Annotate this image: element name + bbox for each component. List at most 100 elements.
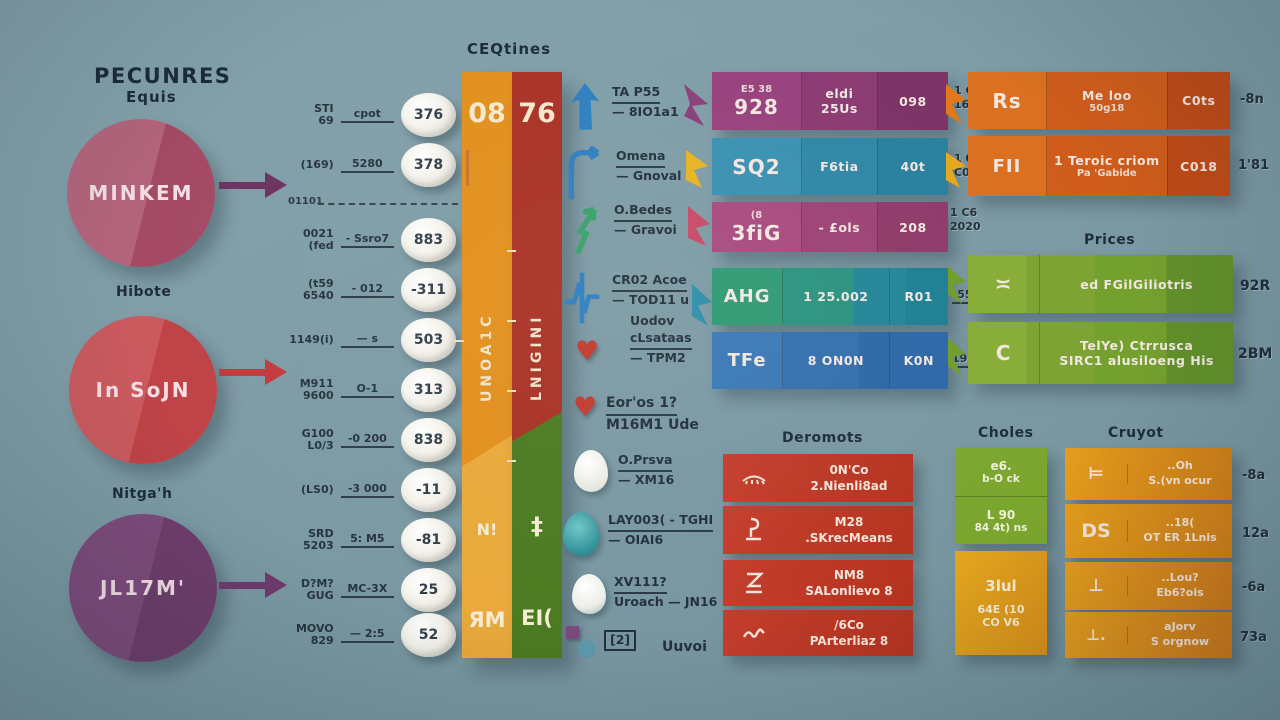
- circle-caption-2: Nitga'h: [112, 486, 173, 502]
- orange-row-1: Rs Me loo 50g18 C0ts: [968, 72, 1230, 129]
- ribbon-arrow-icon: [690, 282, 716, 332]
- row-note: -6a: [1242, 580, 1266, 595]
- pill-note: 5280: [340, 157, 394, 173]
- pill-row: (t59 6540 - 012 -311: [284, 267, 456, 313]
- ribbon-arrow-icon: [686, 202, 714, 254]
- bar-left-value: 08: [468, 98, 506, 129]
- dot-icon: [578, 640, 596, 658]
- pill-row: MOVO 829 — 2:5 52: [284, 612, 456, 658]
- segment-row-5: TFe 8 ON0N K0N: [712, 332, 948, 389]
- pill-row: (169) 5280 378: [284, 142, 456, 188]
- pill-row: M911 9600 O-1 313: [284, 367, 456, 413]
- pill-value: 376: [401, 93, 456, 137]
- deromots-title: Deromots: [782, 430, 863, 446]
- hook-icon: [723, 517, 785, 543]
- pill-label: 1149(i): [289, 332, 334, 346]
- pill-note: — s: [340, 332, 394, 348]
- flow-label-3: O.Bedes — Gravoi: [614, 202, 677, 237]
- pill-note: 5: M5: [340, 532, 394, 548]
- cruyot-row-2: DS ..18(OT ER 1Lnis: [1065, 504, 1232, 558]
- red-row-2: M28 .SKrecMeans: [723, 506, 913, 554]
- pie-circle-2-label: In SoJN: [95, 378, 191, 402]
- row-note: 73a: [1240, 630, 1267, 645]
- flow-label-8: LAY003( - TGHI — OIAI6: [608, 512, 714, 547]
- segment-row-4: AHG 1 25.002 R01: [712, 268, 948, 325]
- flow-label-6: Eor'os 1? M16M1 Ude: [606, 395, 699, 433]
- ds-glyph-icon: DS: [1065, 520, 1128, 542]
- pill-value: -11: [401, 468, 456, 512]
- pie-circle-3-label: JL17M': [99, 576, 187, 600]
- row-note: 1'81: [1238, 158, 1270, 173]
- pill-row: (LS0) -3 000 -11: [284, 467, 456, 513]
- egg-half-icon: [572, 574, 606, 614]
- pill-note: — 2:5: [340, 627, 394, 643]
- arrow-right-icon: [219, 359, 287, 385]
- pie-circle-1-label: MINKEM: [88, 181, 194, 205]
- ribbon-arrow-icon: [684, 148, 712, 194]
- orange-row-2: FII 1 Teroic criom Pa 'Gabide C018: [968, 136, 1230, 196]
- bars-title: CEQtines: [467, 40, 552, 58]
- segment-row-2: SQ2 F6tia 40t: [712, 138, 948, 195]
- perp-glyph-icon: ⊥: [1065, 576, 1128, 596]
- row-note: 2BM: [1238, 346, 1273, 362]
- pill-value: 838: [401, 418, 456, 462]
- pill-row: 1149(i) — s 503: [284, 317, 456, 363]
- pill-note: - Ssro7: [340, 232, 394, 248]
- heart-icon: ♥: [573, 392, 598, 423]
- pill-label: STI 69: [314, 101, 334, 127]
- pill-value: 883: [401, 218, 456, 262]
- pill-value: 25: [401, 568, 456, 612]
- pill-value: 503: [401, 318, 456, 362]
- egg-icon: [574, 450, 608, 492]
- green-row-1: ≍ ed FGilGiliotris: [968, 255, 1233, 313]
- dashed-separator: [318, 203, 458, 205]
- pill-note: -0 200: [340, 432, 394, 448]
- pill-row: G100 L0/3 -0 200 838: [284, 417, 456, 463]
- pill-value: 378: [401, 143, 456, 187]
- arrow-pulse-icon: [562, 270, 602, 330]
- pill-note: cpot: [340, 107, 394, 123]
- row-note: 1 C6 2020: [950, 206, 981, 233]
- pie-circle-1: MINKEM: [67, 119, 215, 267]
- pill-row: 0021 (fed - Ssro7 883: [284, 217, 456, 263]
- pill-label: (LS0): [301, 482, 334, 496]
- red-row-1: 0N'Co 2.Nienli8ad: [723, 454, 913, 502]
- pill-note: -3 000: [340, 482, 394, 498]
- green-row-2: C TelYe) Ctrrusca SIRC1 alusiloeng His: [968, 322, 1233, 384]
- bar-right-mid-glyph: ‡: [531, 512, 543, 540]
- cruyot-row-3: ⊥ ..Lou? Eb6?ois: [1065, 562, 1232, 610]
- bar-right: 76 LNIGINI ‡ EI(: [507, 72, 562, 658]
- pill-note: - 012: [340, 282, 394, 298]
- page-title: PECUNRES: [94, 64, 232, 88]
- pie-circle-2: In SoJN: [69, 316, 217, 464]
- choles-green-box: e6. b-O ck L 90 84 4t) ns: [955, 448, 1047, 544]
- heart-icon: ♥: [575, 336, 600, 367]
- flow-label-5: Uodov cLsataas — TPM2: [630, 313, 692, 365]
- flow-label-9: XV111? Uroach — JN16: [614, 574, 718, 609]
- bar-left: 08 UNOA1C N! ЯМ: [454, 72, 512, 658]
- ribbon-arrow-icon: [682, 80, 712, 134]
- square-icon: [566, 626, 579, 639]
- bar-right-vertical-text: LNIGINI: [529, 313, 545, 401]
- arrow-right-icon: [219, 172, 287, 198]
- pill-note: O-1: [340, 382, 394, 398]
- cruyot-row-1: ⊨ ..Oh S.(vn ocur: [1065, 448, 1232, 500]
- segment-row-3: (8 3fiG - £ols 208: [712, 202, 948, 252]
- arrow-right-icon: [219, 572, 287, 598]
- ribbon-arrow-icon: [944, 150, 970, 194]
- bar-right-bottom-glyph: EI(: [521, 606, 553, 630]
- red-row-4: /6Co PArterliaz 8: [723, 610, 913, 656]
- pill-label: D?M? GUG: [300, 576, 334, 602]
- pill-label: G100 L0/3: [301, 426, 334, 452]
- ribbon-arrow-icon: [946, 264, 970, 310]
- red-row-3: NM8 SALonlievo 8: [723, 560, 913, 606]
- pill-row: D?M? GUG MC-3X 25: [284, 567, 456, 613]
- arrow-zigzag-icon: [572, 204, 608, 260]
- separator-label: 01101: [288, 196, 323, 207]
- pill-label: MOVO 829: [295, 621, 334, 647]
- row-note: -8a: [1242, 468, 1266, 483]
- segment-row-1: E5 38 928 eldi 25Us 098: [712, 72, 948, 130]
- choles-title: Choles: [978, 425, 1034, 441]
- pill-label: SRD 5203: [303, 526, 334, 552]
